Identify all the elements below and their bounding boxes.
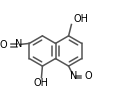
Text: O: O	[84, 72, 92, 82]
Text: OH: OH	[34, 78, 49, 88]
Text: N: N	[15, 39, 22, 49]
Text: OH: OH	[73, 14, 88, 24]
Text: O: O	[0, 40, 7, 50]
Text: N: N	[69, 71, 76, 81]
